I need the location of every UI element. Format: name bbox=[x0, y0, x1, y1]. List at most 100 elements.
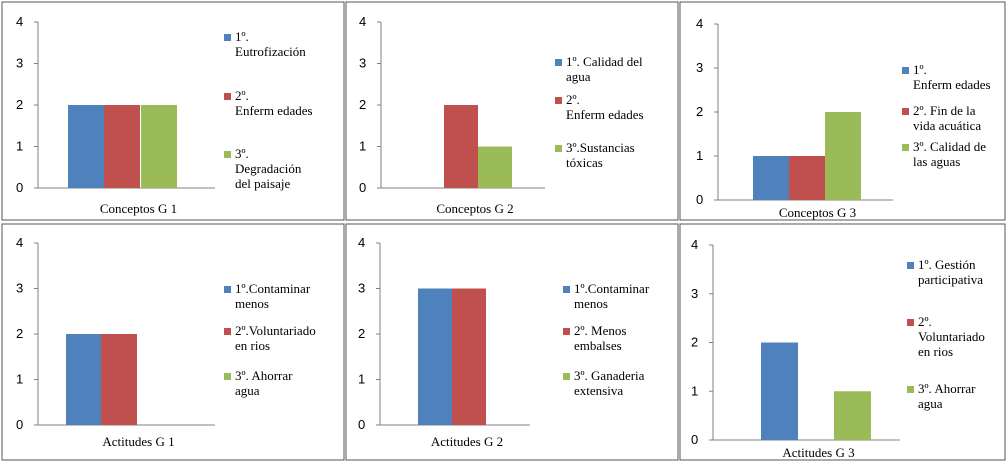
legend-label-1: Eutrofización bbox=[235, 44, 306, 59]
bar-3 bbox=[825, 112, 861, 200]
y-tick-label: 2 bbox=[16, 97, 23, 112]
legend-swatch-3 bbox=[224, 373, 231, 380]
y-tick-label: 3 bbox=[358, 281, 365, 296]
legend-label-3: agua bbox=[235, 383, 260, 398]
legend-swatch-2 bbox=[563, 328, 570, 335]
legend-swatch-2 bbox=[902, 108, 909, 115]
legend-label-3: 3º.Sustancias bbox=[566, 140, 635, 155]
legend-swatch-1 bbox=[224, 286, 231, 293]
legend-label-3: tóxicas bbox=[566, 155, 603, 170]
y-tick-label: 2 bbox=[696, 104, 703, 119]
y-tick-label: 1 bbox=[358, 372, 365, 387]
legend-label-2: 2º. Fin de la bbox=[913, 103, 976, 118]
legend-swatch-3 bbox=[902, 144, 909, 151]
legend-label-3: del paisaje bbox=[235, 176, 290, 191]
y-tick-label: 4 bbox=[16, 235, 23, 250]
legend-label-3: agua bbox=[918, 396, 943, 411]
legend-label-3: 3º. Ahorrar bbox=[235, 368, 293, 383]
legend-swatch-2 bbox=[555, 97, 562, 104]
chart-panel-frame bbox=[345, 223, 679, 461]
legend-swatch-2 bbox=[907, 319, 914, 326]
y-tick-label: 0 bbox=[16, 180, 23, 195]
y-tick-label: 3 bbox=[691, 286, 698, 301]
chart-panel-frame bbox=[1, 223, 345, 461]
legend-swatch-3 bbox=[907, 386, 914, 393]
x-axis-label: Conceptos G 2 bbox=[436, 201, 513, 216]
legend-label-1: menos bbox=[235, 296, 269, 311]
legend-label-3: 3º. Ganaderia bbox=[574, 368, 645, 383]
legend-label-3: las aguas bbox=[913, 154, 960, 169]
legend-label-1: 1º. bbox=[235, 29, 249, 44]
legend-label-3: 3º. Ahorrar bbox=[918, 381, 976, 396]
legend-label-1: menos bbox=[574, 296, 608, 311]
legend-label-2: 2º. bbox=[918, 314, 932, 329]
x-axis-label: Actitudes G 2 bbox=[431, 434, 503, 449]
y-tick-label: 3 bbox=[696, 60, 703, 75]
x-axis-label: Actitudes G 3 bbox=[782, 445, 854, 460]
y-tick-label: 4 bbox=[359, 14, 366, 29]
bar-3 bbox=[834, 391, 871, 440]
legend-swatch-1 bbox=[902, 67, 909, 74]
y-tick-label: 4 bbox=[696, 16, 703, 31]
y-tick-label: 3 bbox=[16, 56, 23, 71]
y-tick-label: 0 bbox=[359, 180, 366, 195]
legend-label-3: extensiva bbox=[574, 383, 623, 398]
legend-swatch-1 bbox=[907, 262, 914, 269]
legend-swatch-3 bbox=[563, 373, 570, 380]
y-tick-label: 3 bbox=[359, 56, 366, 71]
x-axis-label: Conceptos G 1 bbox=[100, 201, 177, 216]
legend-label-1: 1º. Calidad del bbox=[566, 54, 643, 69]
bar-2 bbox=[452, 288, 486, 425]
bar-2 bbox=[104, 105, 140, 188]
y-tick-label: 0 bbox=[691, 432, 698, 447]
legend-label-2: embalses bbox=[574, 338, 622, 353]
legend-label-2: vida acuática bbox=[913, 118, 981, 133]
legend-label-2: 2º.Voluntariado bbox=[235, 323, 316, 338]
legend-label-1: Enferm edades bbox=[913, 77, 991, 92]
bar-1 bbox=[418, 288, 452, 425]
legend-label-1: 1º.Contaminar bbox=[574, 281, 650, 296]
y-tick-label: 1 bbox=[696, 148, 703, 163]
y-tick-label: 2 bbox=[358, 326, 365, 341]
bar-3 bbox=[478, 146, 512, 188]
legend-label-2: 2º. bbox=[235, 88, 249, 103]
bar-1 bbox=[66, 334, 102, 425]
y-tick-label: 0 bbox=[696, 192, 703, 207]
y-tick-label: 0 bbox=[16, 417, 23, 432]
y-tick-label: 1 bbox=[16, 139, 23, 154]
legend-label-2: en rios bbox=[235, 338, 270, 353]
legend-label-3: 3º. bbox=[235, 146, 249, 161]
legend-label-2: 2º. Menos bbox=[574, 323, 626, 338]
legend-swatch-1 bbox=[563, 286, 570, 293]
y-tick-label: 4 bbox=[358, 235, 365, 250]
legend-label-1: 1º.Contaminar bbox=[235, 281, 311, 296]
legend-label-3: 3º. Calidad de bbox=[913, 139, 986, 154]
legend-label-2: 2º. bbox=[566, 92, 580, 107]
x-axis-label: Conceptos G 3 bbox=[779, 205, 856, 220]
y-tick-label: 1 bbox=[16, 372, 23, 387]
y-tick-label: 4 bbox=[16, 14, 23, 29]
y-tick-label: 2 bbox=[16, 326, 23, 341]
legend-label-3: Degradación bbox=[235, 161, 302, 176]
legend-label-2: en rios bbox=[918, 344, 953, 359]
y-tick-label: 0 bbox=[358, 417, 365, 432]
legend-swatch-1 bbox=[224, 34, 231, 41]
bar-2 bbox=[444, 105, 478, 188]
bar-1 bbox=[761, 342, 798, 440]
legend-swatch-2 bbox=[224, 93, 231, 100]
legend-swatch-3 bbox=[224, 151, 231, 158]
legend-label-1: participativa bbox=[918, 272, 983, 287]
bar-3 bbox=[141, 105, 177, 188]
legend-swatch-2 bbox=[224, 328, 231, 335]
x-axis-label: Actitudes G 1 bbox=[102, 434, 174, 449]
legend-label-1: 1º. bbox=[913, 62, 927, 77]
y-tick-label: 4 bbox=[691, 237, 698, 252]
y-tick-label: 1 bbox=[359, 139, 366, 154]
legend-swatch-3 bbox=[555, 145, 562, 152]
y-tick-label: 1 bbox=[691, 383, 698, 398]
y-tick-label: 3 bbox=[16, 281, 23, 296]
legend-label-2: Voluntariado bbox=[918, 329, 985, 344]
bar-1 bbox=[753, 156, 789, 200]
legend-label-1: agua bbox=[566, 69, 591, 84]
